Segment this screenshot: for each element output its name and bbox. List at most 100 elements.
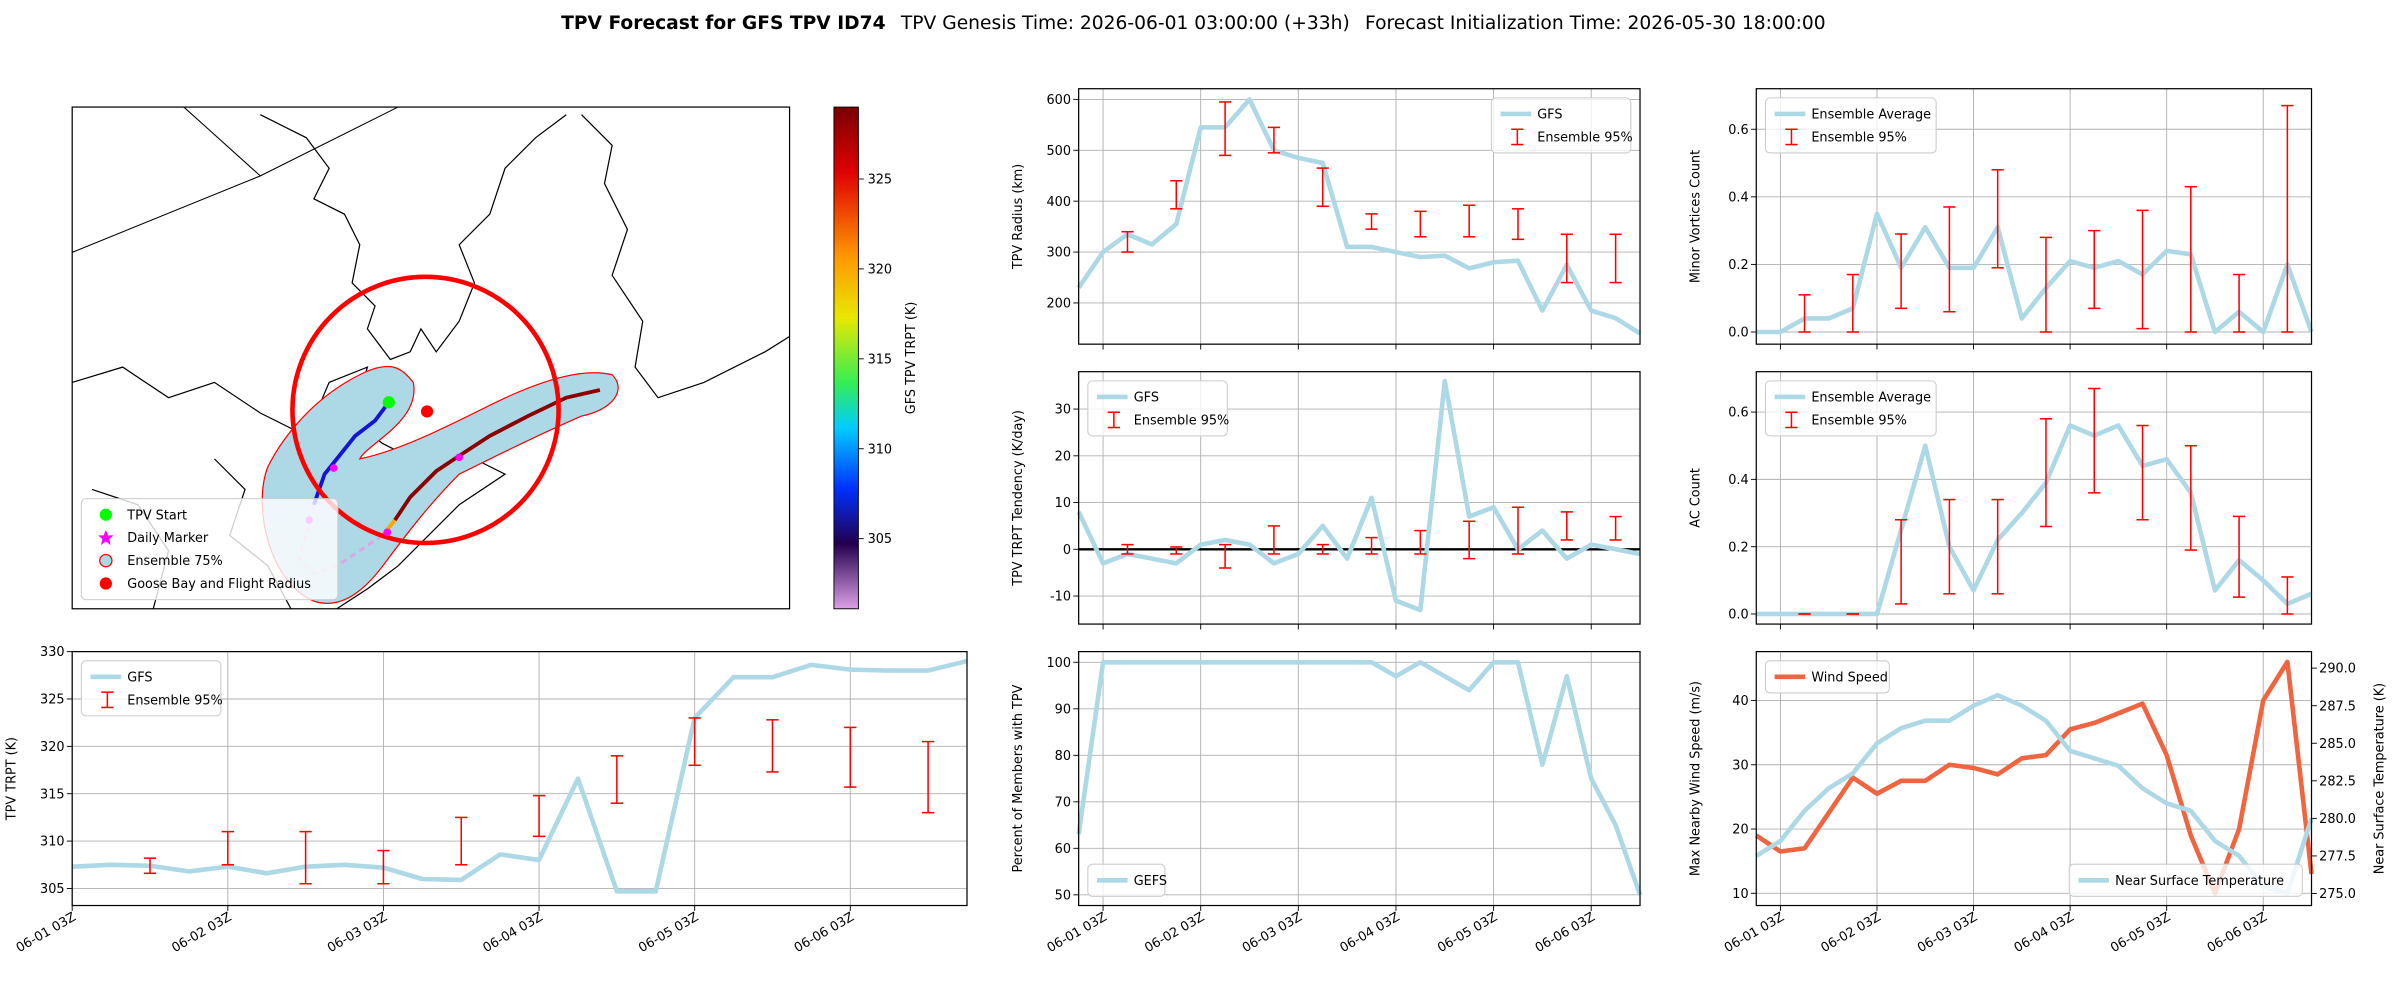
series-line [1755,692,2314,896]
y-axis-label: Max Nearby Wind Speed (m/s) [1689,681,1704,876]
y-tick-label: 0.6 [1728,123,1748,138]
y-tick-label: 305 [40,882,65,897]
legend-label: GFS [1134,391,1159,406]
y-tick-label: 70 [1055,795,1071,810]
y-tick-label: 0.6 [1728,406,1748,421]
y-axis-label: Minor Vortices Count [1689,150,1704,283]
y-tick-label: 315 [40,787,65,802]
y-tick-label: 20 [1732,823,1748,838]
coastline [260,114,567,361]
y2-tick-label: 285.0 [2319,737,2356,752]
coastline [581,114,790,399]
y-tick-label: 0.4 [1728,473,1748,488]
y-tick-label: 30 [1732,758,1748,773]
x-tick-label: 06-01 03Z [1045,910,1110,956]
y-axis-label: TPV TRPT (K) [5,737,20,821]
y2-tick-label: 280.0 [2319,812,2356,827]
legend [1764,97,1937,154]
legend-label: Daily Marker [127,531,209,546]
x-tick-label: 06-05 03Z [636,910,701,956]
legend-label: GEFS [1134,874,1167,889]
y-tick-label: 20 [1055,449,1071,464]
y-tick-label: 400 [1047,195,1072,210]
legend-label: Goose Bay and Flight Radius [127,577,311,592]
y-axis-label: AC Count [1689,468,1704,528]
legend [2068,863,2303,897]
y-tick-label: 30 [1055,403,1071,418]
tpv-start [382,396,395,409]
y-axis-label: Percent of Members with TPV [1011,684,1026,872]
legend-label: Wind Speed [1811,670,1888,685]
series-line [1076,660,1643,896]
y-axis-label: TPV TRPT Tendency (K/day) [1011,410,1026,587]
y-tick-label: 40 [1732,694,1748,709]
x-tick-label: 06-05 03Z [1435,910,1500,956]
y-axis-label: TPV Radius (km) [1011,164,1026,270]
series-line [1756,423,2313,617]
x-tick-label: 06-04 03Z [2012,910,2077,956]
x-tick-label: 06-01 03Z [14,910,79,956]
x-tick-label: 06-04 03Z [481,910,546,956]
legend-icon [99,553,113,568]
goose-bay [420,405,434,418]
x-tick-label: 06-06 03Z [2205,910,2270,956]
legend [1764,660,1890,694]
coastline [72,366,507,609]
y-tick-label: 300 [1047,246,1072,261]
y-tick-label: 310 [40,835,65,850]
y2-tick-label: 277.5 [2319,850,2356,865]
y-tick-label: 80 [1055,749,1071,764]
y-tick-label: 100 [1047,656,1072,671]
series-line [1076,97,1642,336]
map-frame [71,106,791,610]
legend-icon [99,577,112,590]
axes-frame [1078,371,1641,625]
axes-frame [1755,88,2313,345]
y-tick-label: 50 [1055,888,1071,903]
legend-icon [99,508,112,521]
series-line [1755,659,2314,896]
y2-tick-label: 282.5 [2319,774,2356,789]
x-tick-label: 06-03 03Z [1240,910,1305,956]
colorbar-tick-label: 305 [868,532,893,547]
y-tick-label: 0.2 [1728,540,1748,555]
y-tick-label: 0.0 [1728,326,1748,341]
legend-label: Near Surface Temperature [2115,874,2284,889]
axes-frame [1078,88,1641,345]
axes-frame [71,650,968,907]
y2-axis-label: Near Surface Temperature (K) [2372,683,2387,874]
colorbar-tick-label: 310 [868,442,893,457]
y2-tick-label: 290.0 [2319,662,2356,677]
colorbar-tick-label: 315 [868,352,893,367]
legend [80,498,339,601]
x-tick-label: 06-03 03Z [1915,910,1980,956]
colorbar-tick-label: 320 [868,263,893,278]
y2-tick-label: 287.5 [2319,699,2356,714]
y-tick-label: 200 [1047,297,1072,312]
legend-label: GFS [127,670,152,685]
x-tick-label: 06-03 03Z [325,910,390,956]
y2-tick-label: 275.0 [2319,887,2356,902]
legend-label: Ensemble Average [1811,108,1931,123]
axes-frame [1755,371,2313,625]
legend-label: TPV Start [126,508,187,523]
boundary [72,107,399,253]
y-tick-label: 10 [1055,496,1071,511]
track [312,401,391,506]
y-tick-label: 10 [1732,887,1748,902]
x-tick-label: 06-02 03Z [1142,910,1207,956]
y-tick-label: 0 [1063,543,1071,558]
y-tick-label: 90 [1055,702,1071,717]
y-tick-label: 330 [40,645,65,660]
legend-label: Ensemble 95% [1811,130,1907,145]
y-tick-label: 600 [1047,93,1072,108]
series-line [1756,211,2314,335]
axes-frame [1755,650,2313,907]
x-tick-label: 06-05 03Z [2108,910,2173,956]
x-tick-label: 06-01 03Z [1722,910,1787,956]
y-tick-label: -10 [1050,590,1071,605]
x-tick-label: 06-02 03Z [1819,910,1884,956]
x-tick-label: 06-06 03Z [792,910,857,956]
